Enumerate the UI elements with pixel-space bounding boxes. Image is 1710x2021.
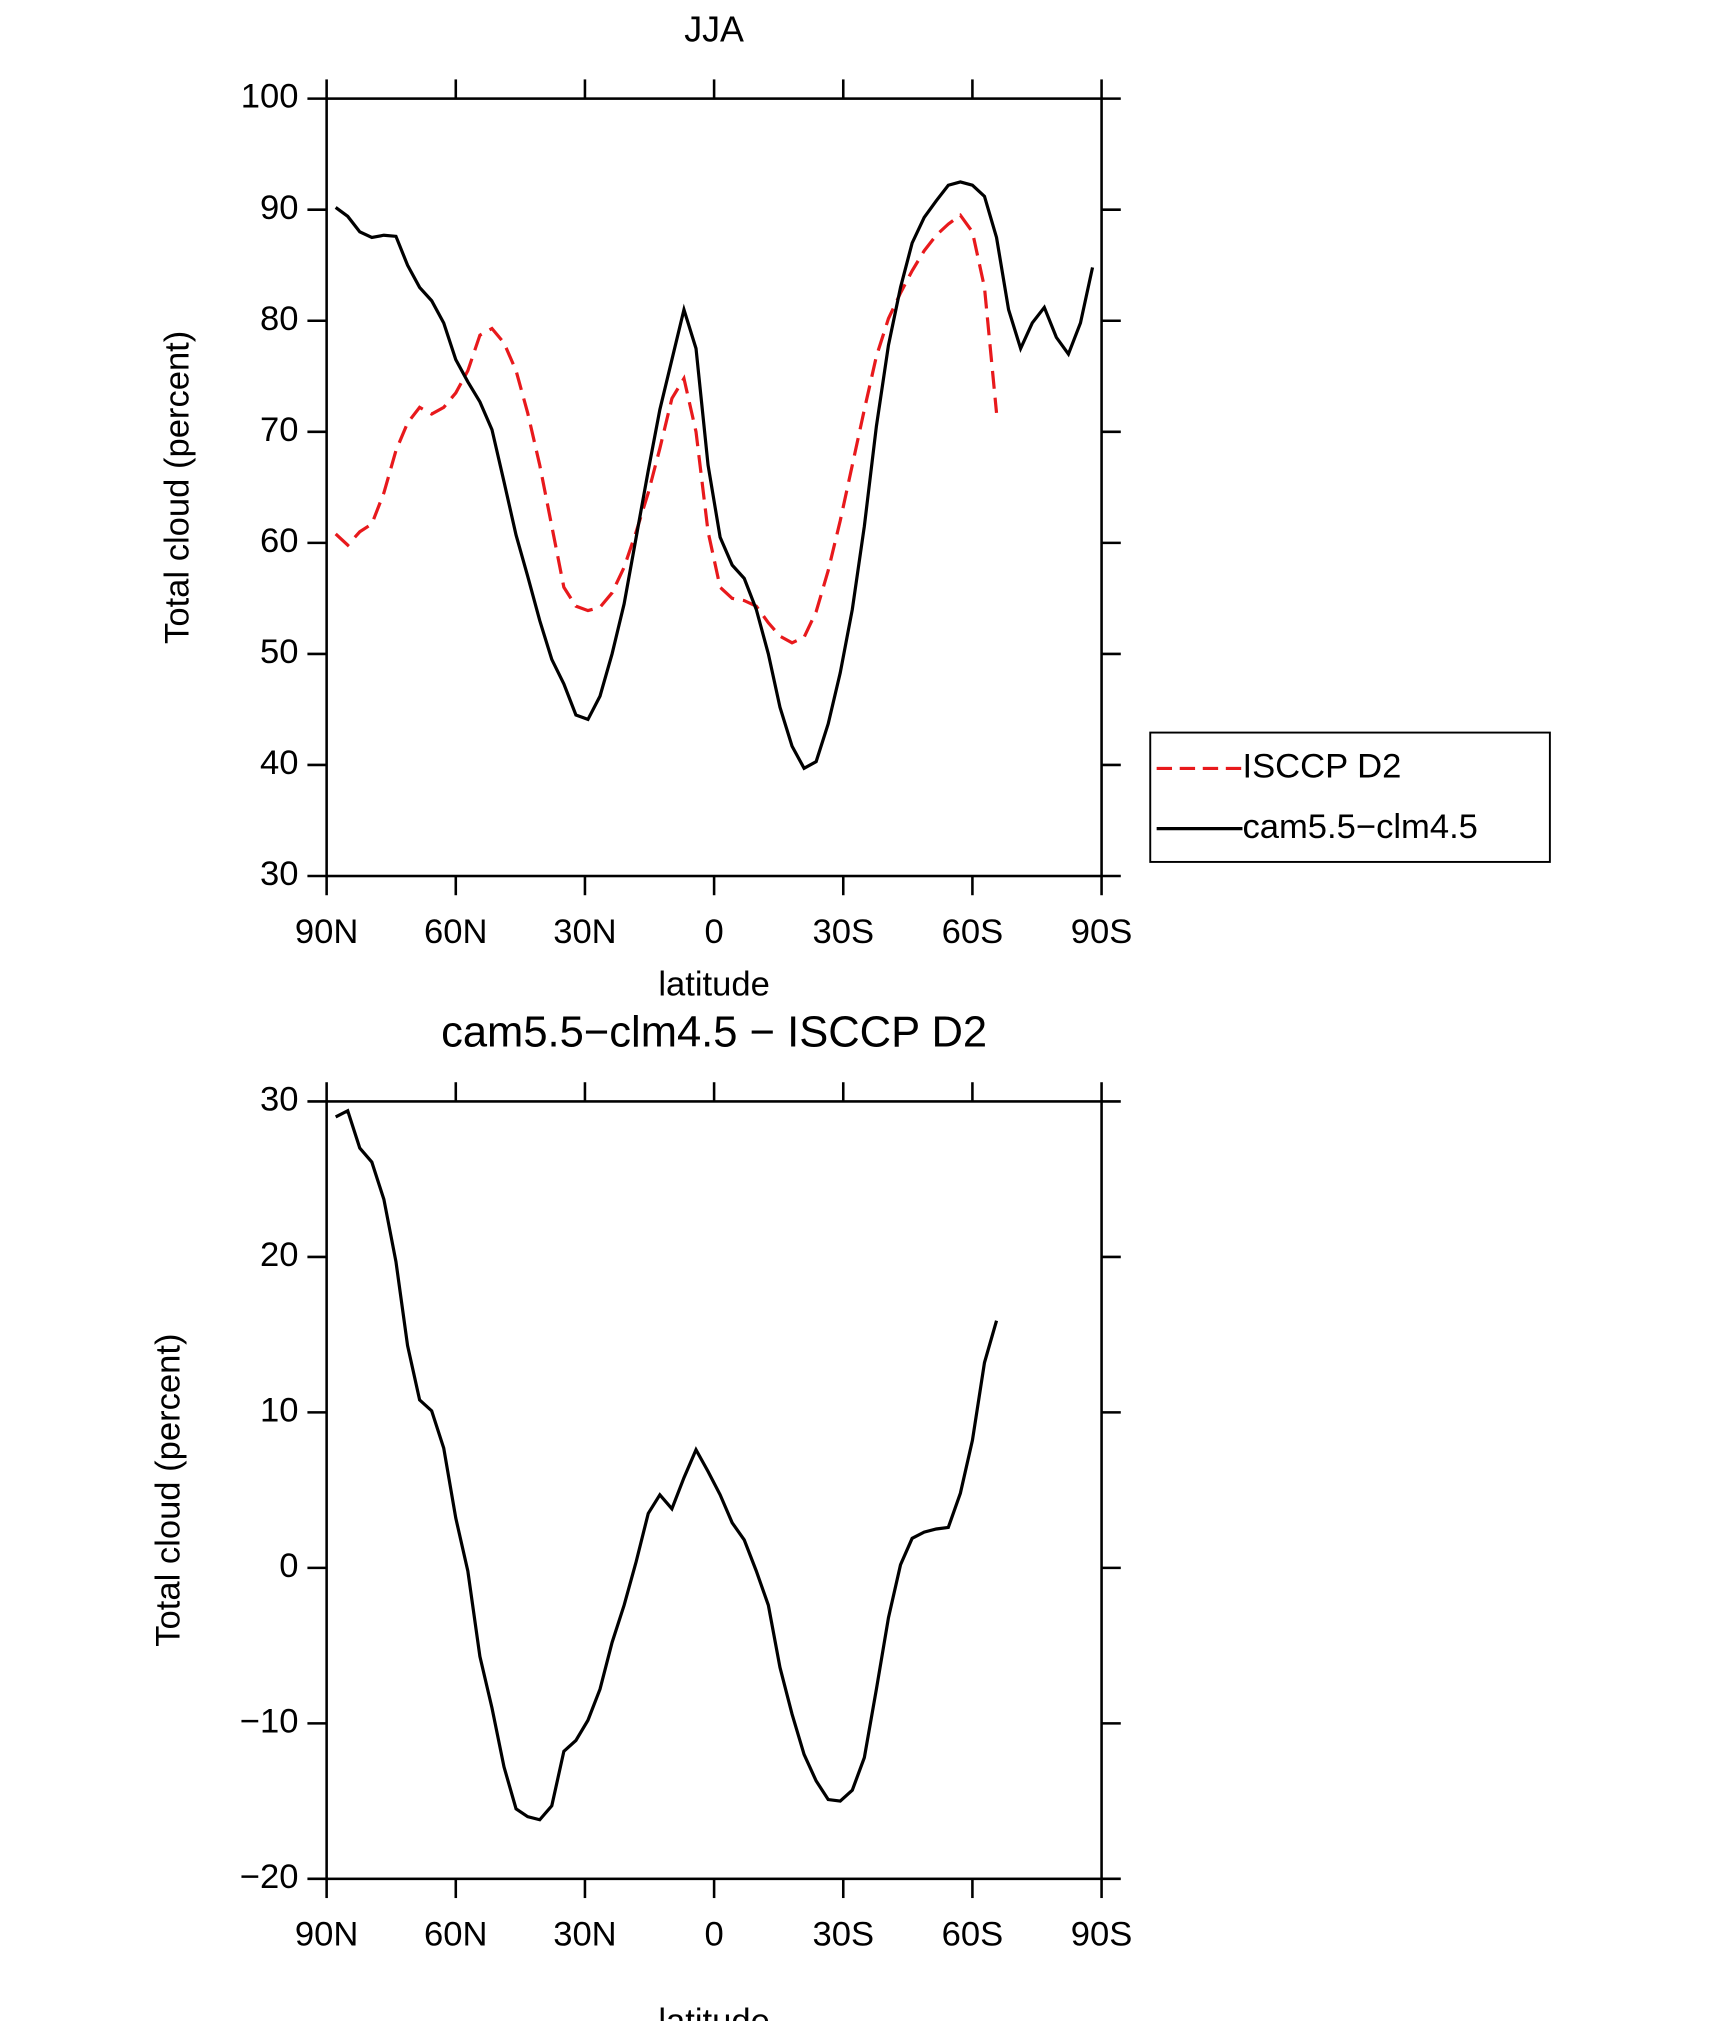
- series-line: [334, 180, 1095, 771]
- y-tick-label: 20: [260, 1236, 298, 1274]
- x-tick-label: 30N: [553, 1916, 616, 1954]
- x-tick-label: 60S: [942, 1916, 1004, 1954]
- x-tick-label: 90N: [295, 1916, 358, 1954]
- x-axis-label: latitude: [658, 965, 770, 1003]
- x-tick-label: 30S: [812, 1916, 874, 1954]
- x-tick-label: 90S: [1071, 913, 1133, 951]
- y-tick-label: 60: [260, 522, 298, 560]
- x-tick-label: 60N: [424, 913, 487, 951]
- x-tick-label: 60S: [942, 913, 1004, 951]
- y-tick-label: 50: [260, 633, 298, 671]
- x-tick-label: 60N: [424, 1916, 487, 1954]
- series-line: [334, 212, 999, 645]
- y-tick-label: −10: [240, 1702, 299, 1740]
- x-tick-label: 0: [704, 913, 723, 951]
- x-tick-label: 30S: [812, 913, 874, 951]
- plot-frame: [325, 97, 1103, 878]
- chart-title: cam5.5−clm4.5 − ISCCP D2: [441, 1008, 987, 1056]
- y-axis-label: Total cloud (percent): [149, 1334, 187, 1647]
- y-tick-label: 90: [260, 189, 298, 227]
- x-tick-label: 0: [704, 1916, 723, 1954]
- x-tick-label: 90S: [1071, 1916, 1133, 1954]
- y-tick-label: 100: [241, 78, 299, 116]
- legend-label: cam5.5−clm4.5: [1242, 808, 1477, 846]
- chart-title: JJA: [684, 9, 744, 49]
- y-tick-label: 40: [260, 744, 298, 782]
- y-tick-label: 0: [279, 1547, 298, 1585]
- y-tick-label: −20: [240, 1858, 299, 1896]
- legend-box: [1149, 731, 1551, 863]
- plot-frame: [325, 1100, 1103, 1881]
- y-tick-label: 10: [260, 1392, 298, 1430]
- x-axis-label: latitude: [658, 2003, 770, 2021]
- y-tick-label: 30: [260, 855, 298, 893]
- y-tick-label: 80: [260, 300, 298, 338]
- series-line: [334, 1108, 999, 1822]
- y-tick-label: 70: [260, 411, 298, 449]
- y-tick-label: 30: [260, 1081, 298, 1119]
- y-axis-label: Total cloud (percent): [158, 331, 196, 644]
- legend-label: ISCCP D2: [1242, 748, 1401, 786]
- x-tick-label: 90N: [295, 913, 358, 951]
- x-tick-label: 30N: [553, 913, 616, 951]
